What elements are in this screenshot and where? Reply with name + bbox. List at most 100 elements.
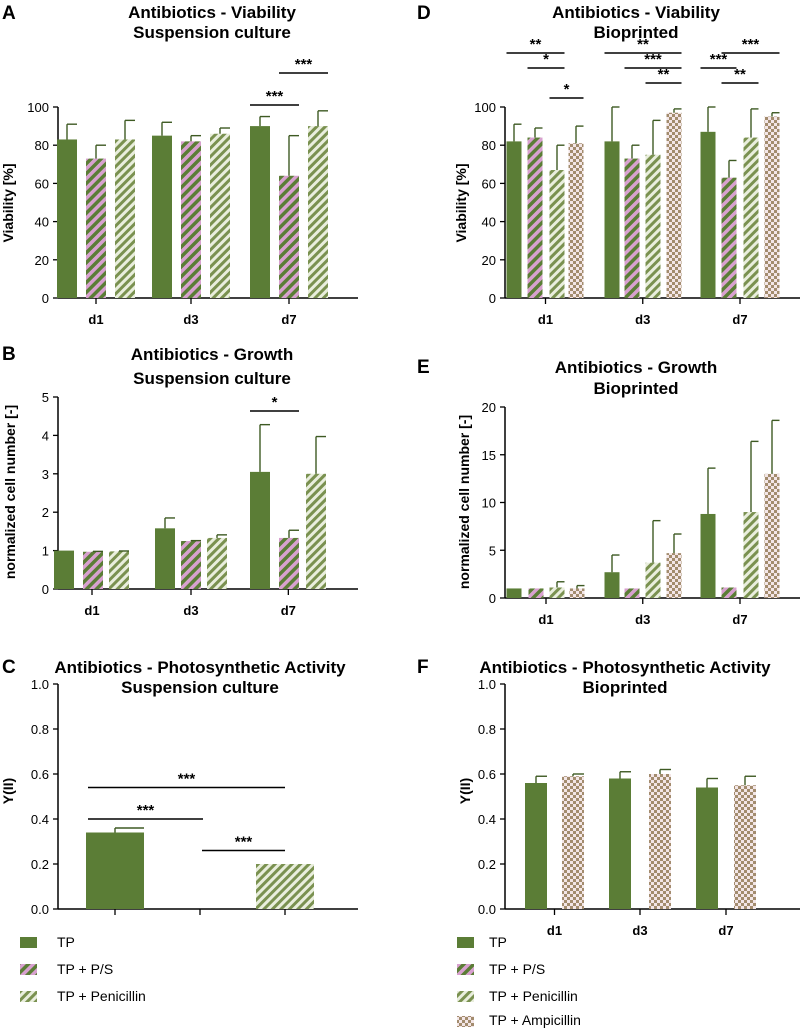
panel-letter-d: D: [417, 3, 431, 24]
x-tick-label: d3: [635, 312, 650, 327]
bar: [86, 832, 144, 909]
significance-label: *: [564, 81, 570, 98]
bar: [562, 776, 584, 909]
panel-f-ylabel: Y(II): [457, 778, 473, 804]
y-tick-label: 0.2: [31, 857, 49, 872]
legend-item: TP + P/S: [457, 961, 545, 977]
x-tick-label: d7: [732, 312, 747, 327]
x-tick-label: d1: [84, 603, 99, 618]
legend-item: TP: [457, 934, 507, 950]
y-tick-label: 40: [482, 215, 496, 230]
legend-item: TP + Ampicillin: [457, 1012, 581, 1028]
bar: [609, 778, 631, 909]
panel-e-ylabel: normalized cell number [-]: [456, 415, 472, 589]
bar: [109, 551, 129, 589]
x-tick-label: d3: [183, 603, 198, 618]
bar: [181, 541, 201, 589]
significance-label: **: [658, 66, 670, 83]
y-tick-label: 0.0: [478, 902, 496, 917]
bar: [256, 864, 314, 909]
y-tick-label: 4: [42, 428, 49, 443]
y-tick-label: 0.6: [31, 767, 49, 782]
legend-swatch: [20, 964, 37, 975]
bar: [721, 177, 737, 298]
legend-label: TP + Penicillin: [489, 988, 578, 1004]
panel-e-title: Antibiotics - Growth: [555, 358, 717, 377]
legend-item: TP + P/S: [20, 961, 113, 977]
bar: [152, 135, 172, 298]
bar: [721, 587, 737, 598]
significance-label: ***: [644, 51, 662, 68]
panel-c-ylabel: Y(II): [0, 778, 16, 804]
significance-label: *: [272, 394, 278, 411]
y-tick-label: 20: [35, 253, 49, 268]
panel-b-title: Antibiotics - Growth: [131, 345, 293, 364]
y-tick-label: 80: [482, 138, 496, 153]
y-tick-label: 1: [42, 544, 49, 559]
y-tick-label: 0.8: [478, 722, 496, 737]
panel-c: C Antibiotics - Photosynthetic Activity …: [0, 657, 358, 930]
panel-f-title: Antibiotics - Photosynthetic Activity: [479, 658, 771, 677]
y-tick-label: 1.0: [31, 677, 49, 692]
legend-label: TP + P/S: [489, 961, 545, 977]
bar: [54, 550, 74, 589]
bar: [83, 551, 103, 589]
x-tick-label: d7: [281, 603, 296, 618]
bar: [666, 553, 682, 598]
y-tick-label: 60: [482, 176, 496, 191]
panel-b: B Antibiotics - Growth Suspension cultur…: [2, 344, 358, 618]
panel-e-subtitle: Bioprinted: [594, 379, 679, 398]
bar: [624, 158, 640, 298]
bar: [306, 473, 326, 589]
bar: [86, 158, 106, 298]
panel-b-ylabel: normalized cell number [-]: [2, 405, 18, 579]
bar: [250, 126, 270, 298]
y-tick-label: 15: [482, 448, 496, 463]
legend-label: TP + Penicillin: [57, 988, 146, 1004]
y-tick-label: 0.6: [478, 767, 496, 782]
y-tick-label: 60: [35, 176, 49, 191]
bar: [645, 562, 661, 598]
legend-item: TP + Penicillin: [457, 988, 578, 1004]
bar: [115, 139, 135, 298]
x-tick-label: d7: [732, 612, 747, 627]
legend-item: TP + Penicillin: [20, 988, 146, 1004]
panel-d-title: Antibiotics - Viability: [552, 3, 720, 22]
bar: [210, 133, 230, 298]
bar: [250, 471, 270, 589]
legend-swatch: [20, 937, 37, 948]
y-tick-label: 3: [42, 467, 49, 482]
y-tick-label: 0.2: [478, 857, 496, 872]
bar: [279, 175, 299, 298]
bar: [525, 783, 547, 909]
x-tick-label: d3: [635, 612, 650, 627]
bar: [624, 588, 640, 598]
bar: [155, 528, 175, 589]
significance-label: ***: [235, 834, 253, 851]
y-tick-label: 20: [482, 253, 496, 268]
bar: [604, 141, 620, 298]
panel-c-subtitle: Suspension culture: [121, 678, 279, 697]
legend-swatch: [457, 1016, 474, 1027]
x-tick-label: d1: [547, 923, 562, 938]
panel-d: D Antibiotics - Viability Bioprinted Via…: [417, 3, 800, 327]
y-tick-label: 0: [489, 591, 496, 606]
significance-label: **: [637, 36, 649, 53]
legend-label: TP: [57, 934, 75, 950]
y-tick-label: 0.8: [31, 722, 49, 737]
x-tick-label: d7: [281, 312, 296, 327]
y-tick-label: 0: [489, 291, 496, 306]
panel-a-ylabel: Viability [%]: [0, 163, 16, 242]
y-tick-label: 20: [482, 400, 496, 415]
panel-e: E Antibiotics - Growth Bioprinted normal…: [417, 357, 800, 627]
legend-swatch: [457, 964, 474, 975]
x-tick-label: TP: [114, 928, 116, 930]
y-tick-label: 40: [35, 215, 49, 230]
panel-e-plot: 0 5 10 15 20 d1 d3 d7: [482, 400, 800, 627]
y-tick-label: 5: [42, 390, 49, 405]
x-tick-label: TP + Penicillin: [282, 928, 289, 930]
legend-right: TP TP + P/S TP + Penicillin TP + Ampicil…: [457, 934, 581, 1028]
legend-item: TP: [20, 934, 75, 950]
panel-b-subtitle: Suspension culture: [133, 369, 291, 388]
